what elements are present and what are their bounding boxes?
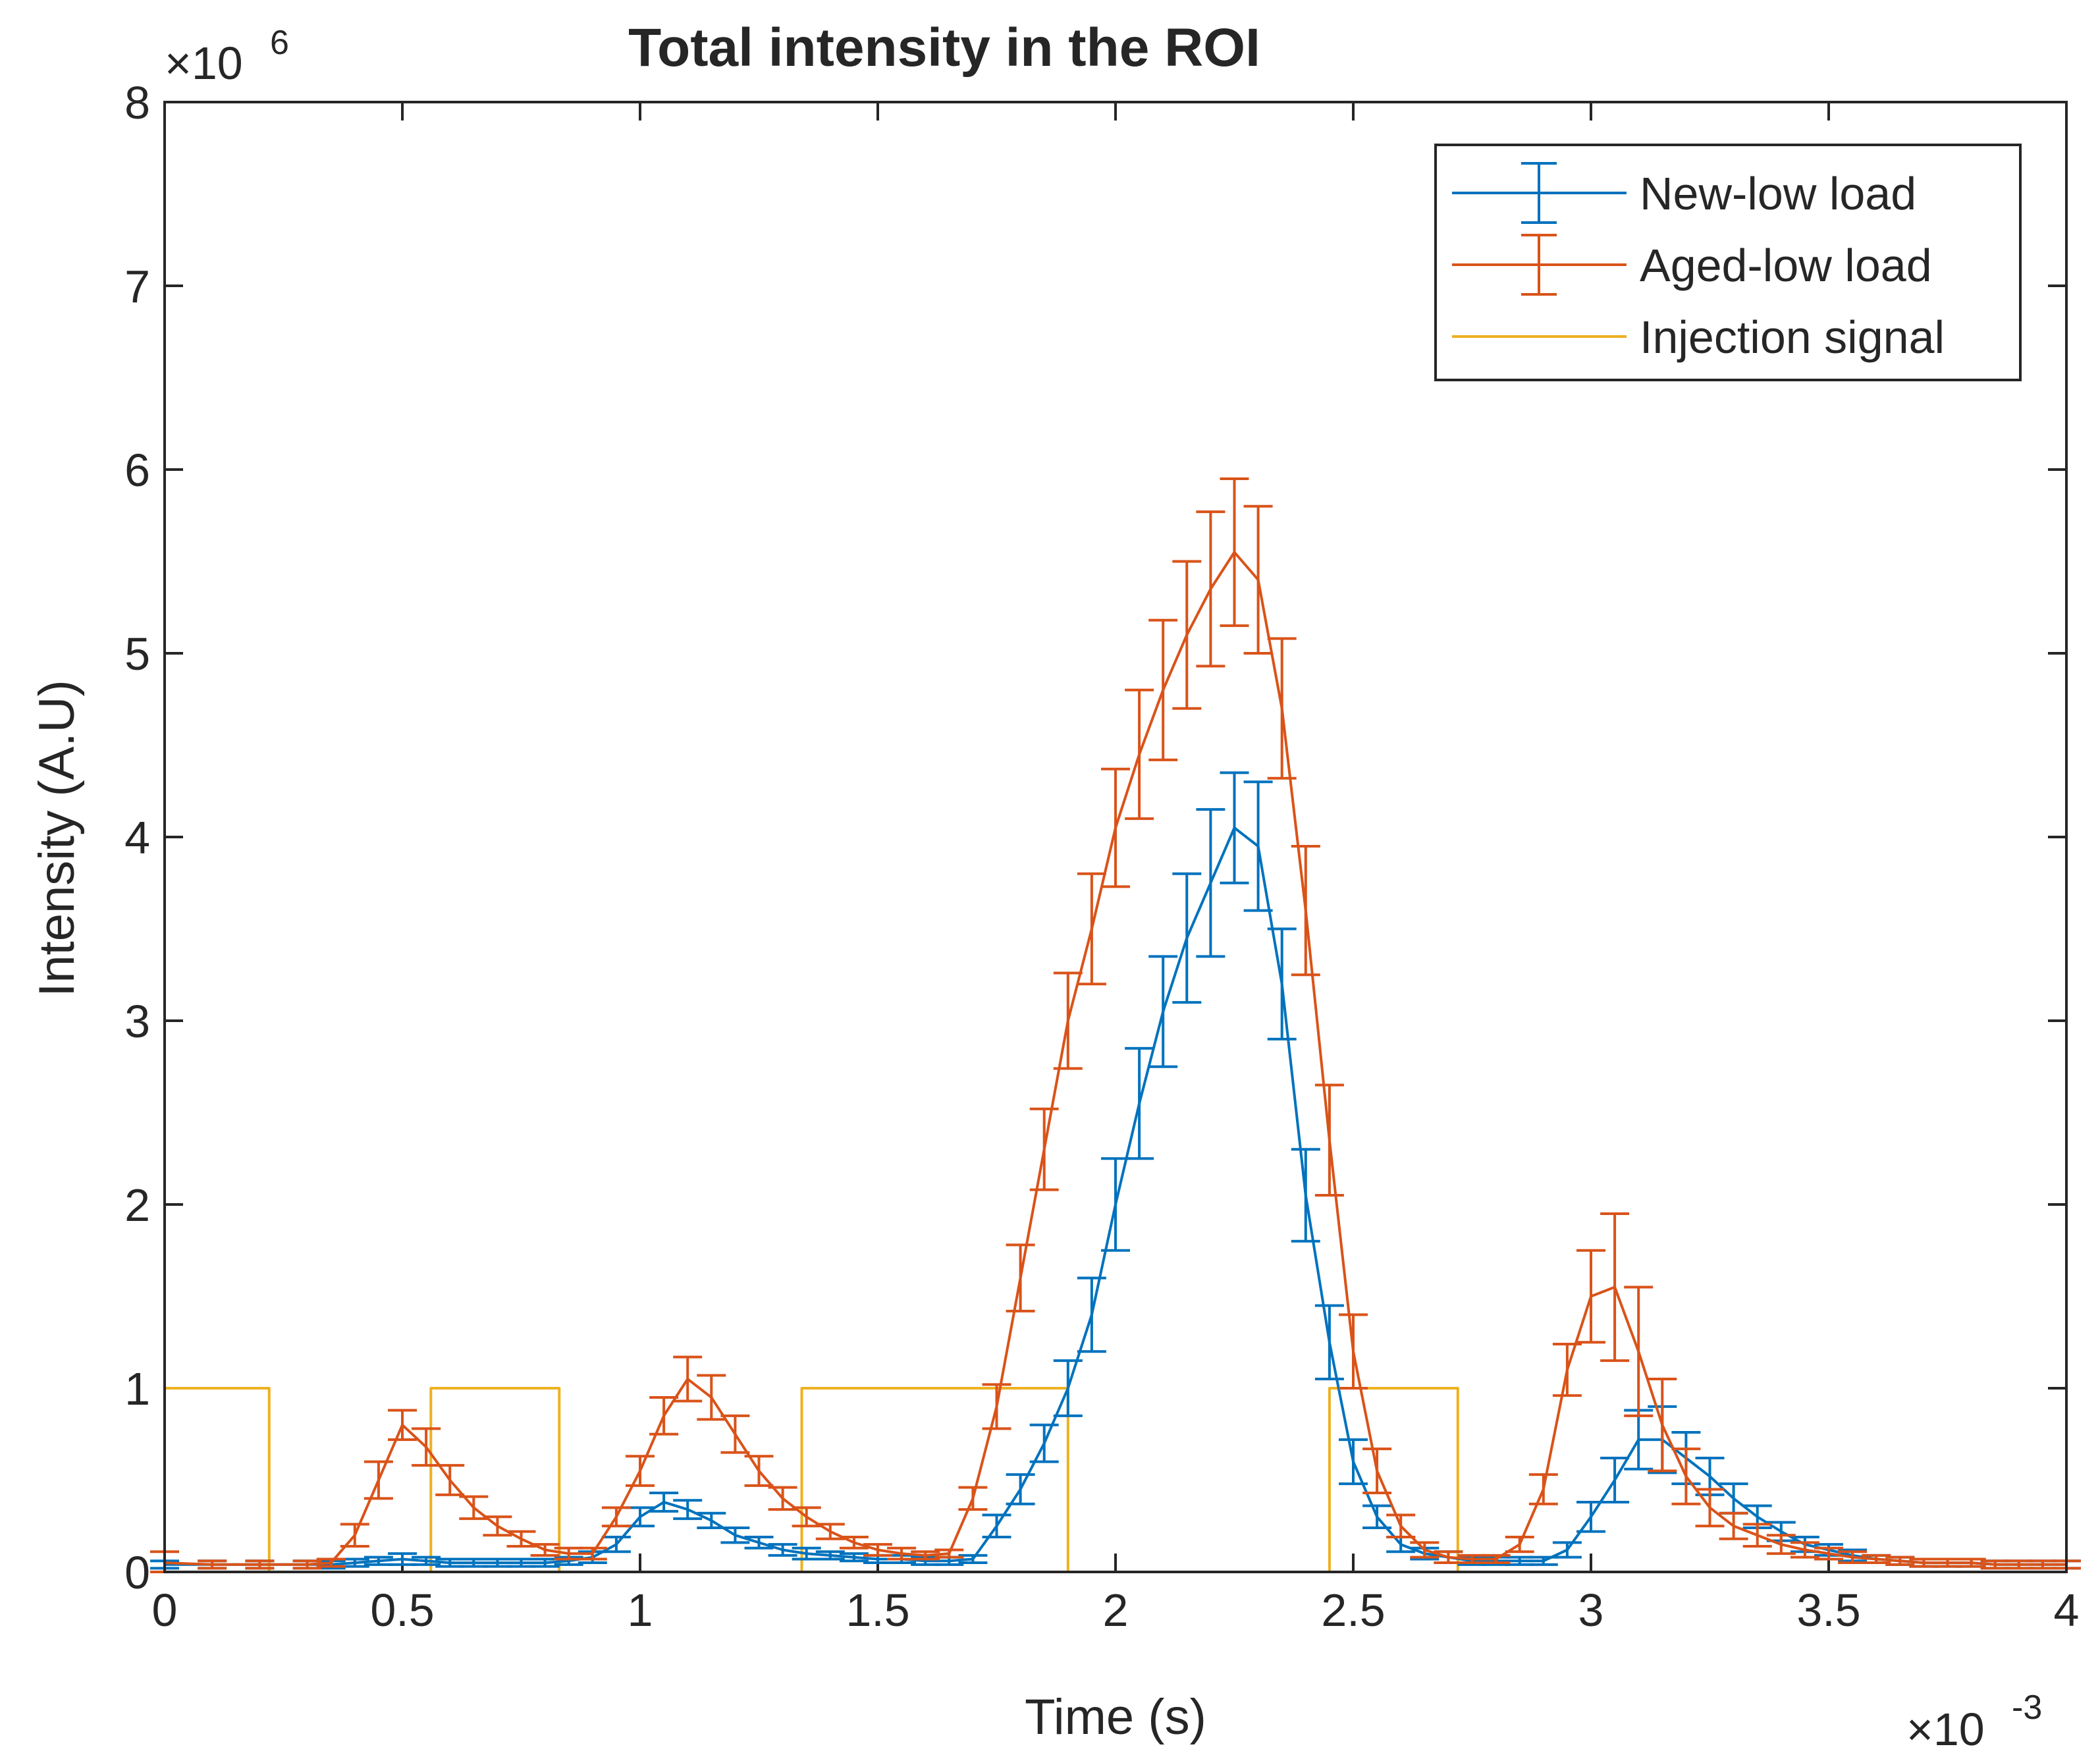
legend: New-low load Aged-low load Injection sig… <box>1434 144 2022 381</box>
x-tick-label: 2.5 <box>1321 1584 1385 1636</box>
y-tick-label: 4 <box>124 812 150 863</box>
y-tick-label: 1 <box>124 1363 150 1415</box>
x-tick-label: 1 <box>628 1584 653 1636</box>
x-tick-label: 4 <box>2054 1584 2080 1636</box>
y-tick-label: 5 <box>124 628 150 680</box>
y-exponent-label: ×10 6 <box>165 24 289 89</box>
legend-label-injection-signal: Injection signal <box>1640 311 1945 363</box>
series-line-aged-low-load <box>164 551 2066 1566</box>
y-tick-label: 0 <box>124 1547 150 1598</box>
tick-labels-group: 0 0.5 1 1.5 2 2.5 3 3.5 4 0 1 2 3 4 5 6 7 8 <box>124 77 2079 1636</box>
legend-label-new-low-load: New-low load <box>1640 168 1916 219</box>
y-tick-label: 2 <box>124 1179 150 1231</box>
x-tick-label: 0.5 <box>370 1584 434 1636</box>
legend-item-injection-signal: Injection signal <box>1452 311 1945 363</box>
series-line-new-low-load <box>165 826 2066 1566</box>
x-exponent-label: ×10 -3 <box>1906 1689 2042 1755</box>
legend-item-aged-low-load: Aged-low load <box>1452 234 1932 296</box>
legend-box <box>1434 144 2022 381</box>
y-axis-label: Intensity (A.U) <box>29 680 85 996</box>
x-tick-label: 3.5 <box>1796 1584 1860 1636</box>
axes-box <box>163 101 2068 1573</box>
y-tick-label: 6 <box>124 445 150 496</box>
y-tick-label: 3 <box>124 996 150 1047</box>
x-tick-label: 3 <box>1578 1584 1604 1636</box>
y-tick-label: 7 <box>124 261 150 312</box>
y-multiplier-exp: 6 <box>270 24 289 62</box>
x-multiplier-exp: -3 <box>2012 1689 2042 1727</box>
x-tick-label: 1.5 <box>846 1584 909 1636</box>
legend-label-aged-low-load: Aged-low load <box>1640 240 1932 291</box>
x-tick-label: 0 <box>152 1584 178 1636</box>
legend-item-new-low-load: New-low load <box>1452 162 1916 224</box>
y-tick-label: 8 <box>124 77 150 128</box>
x-axis-label: Time (s) <box>1025 1689 1206 1745</box>
chart-title: Total intensity in the ROI <box>628 18 1260 78</box>
x-tick-label: 2 <box>1103 1584 1129 1636</box>
y-multiplier-base: ×10 <box>165 38 243 89</box>
x-multiplier-base: ×10 <box>1906 1704 1985 1755</box>
